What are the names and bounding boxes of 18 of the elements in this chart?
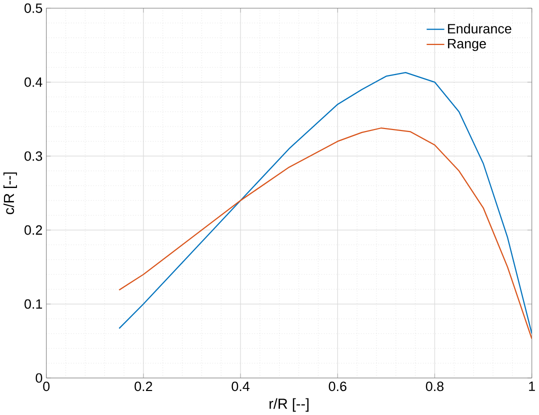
x-tick-label: 0 xyxy=(43,382,50,392)
line-series xyxy=(118,72,532,334)
y-axis-title: c/R [--] xyxy=(3,172,17,214)
y-tick-label: 0 xyxy=(36,373,42,383)
y-tick-label: 0.3 xyxy=(24,151,42,161)
line-series xyxy=(118,127,532,340)
x-tick-label: 0.8 xyxy=(426,382,444,392)
y-tick-label: 0.4 xyxy=(24,77,42,87)
x-tick-label: 0.2 xyxy=(134,382,152,392)
y-tick-label: 0.5 xyxy=(24,3,42,13)
x-tick-label: 1 xyxy=(529,382,535,391)
x-tick-label: 0.4 xyxy=(232,382,250,392)
y-tick-label: 0.1 xyxy=(24,299,42,309)
x-tick-label: 0.6 xyxy=(328,382,346,392)
legend-label: Endurance xyxy=(448,24,512,34)
legend-label: Range xyxy=(448,38,486,51)
y-tick-label: 0.2 xyxy=(24,225,42,235)
x-axis-title: r/R [--] xyxy=(270,398,309,412)
